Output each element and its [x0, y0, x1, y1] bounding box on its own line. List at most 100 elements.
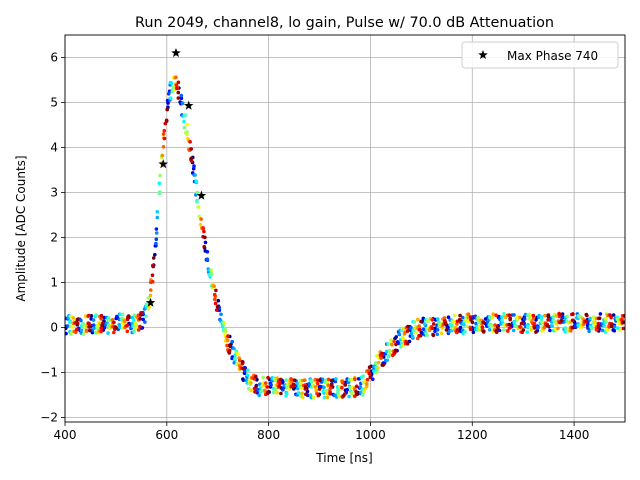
sample-point	[299, 386, 303, 391]
sample-point	[169, 81, 174, 85]
sample-point	[326, 383, 331, 388]
y-tick-label: 4	[50, 141, 58, 155]
sample-point	[195, 200, 199, 204]
sample-point	[143, 320, 147, 324]
sample-point	[75, 317, 80, 322]
sample-point	[102, 315, 107, 320]
sample-point	[91, 318, 96, 322]
sample-point	[235, 352, 240, 356]
sample-point	[605, 328, 610, 332]
sample-point	[546, 313, 551, 317]
sample-point	[612, 325, 617, 329]
sample-point	[132, 329, 136, 334]
x-tick-label: 400	[54, 428, 77, 442]
sample-point	[214, 308, 219, 312]
legend-star-icon	[478, 50, 488, 60]
sample-point	[393, 348, 398, 353]
sample-point	[176, 90, 181, 95]
sample-point	[347, 394, 351, 399]
sample-point	[481, 320, 486, 325]
sample-point	[345, 387, 350, 392]
sample-point	[490, 324, 495, 329]
sample-point	[223, 327, 227, 332]
sample-point	[386, 342, 390, 346]
sample-point	[144, 302, 149, 307]
sample-point	[86, 321, 91, 326]
sample-point	[600, 328, 605, 333]
sample-point	[100, 323, 104, 328]
sample-point	[230, 356, 234, 361]
sample-point	[232, 346, 236, 351]
sample-point	[112, 330, 116, 335]
sample-point	[212, 284, 216, 289]
sample-point	[502, 312, 506, 316]
legend-box	[461, 41, 619, 69]
sample-point	[464, 324, 469, 329]
sample-point	[157, 191, 162, 196]
sample-point	[146, 296, 151, 300]
sample-point	[550, 324, 555, 328]
sample-point	[322, 395, 327, 400]
sample-point	[556, 326, 560, 331]
sample-point	[522, 317, 527, 321]
sample-point	[199, 217, 203, 221]
sample-point	[385, 358, 390, 363]
sample-point	[94, 313, 98, 317]
sample-point	[384, 349, 389, 354]
sample-point	[106, 331, 110, 335]
sample-point	[326, 377, 331, 382]
sample-point	[621, 320, 625, 324]
sample-point	[65, 331, 68, 336]
sample-point	[340, 385, 344, 390]
sample-point	[588, 316, 592, 321]
sample-point	[125, 323, 129, 328]
sample-point	[139, 313, 143, 317]
sample-point	[482, 329, 486, 334]
sample-point	[166, 92, 171, 96]
sample-point	[114, 325, 118, 330]
sample-point	[609, 324, 614, 329]
sample-point	[180, 101, 185, 106]
sample-point	[227, 351, 232, 355]
sample-point	[621, 326, 625, 331]
sample-point	[198, 222, 203, 227]
sample-point	[213, 301, 218, 306]
sample-point	[361, 393, 365, 397]
sample-point	[225, 343, 229, 348]
sample-point	[439, 331, 444, 336]
sample-point	[392, 339, 396, 344]
sample-point	[474, 321, 478, 326]
sample-point	[354, 384, 359, 389]
sample-point	[102, 325, 107, 330]
sample-point	[433, 329, 437, 334]
sample-point	[604, 320, 608, 324]
sample-point	[67, 320, 72, 325]
sample-point	[266, 390, 271, 394]
sample-point	[176, 80, 181, 85]
sample-point	[284, 394, 288, 398]
sample-point	[170, 90, 174, 94]
legend-star	[478, 50, 488, 60]
sample-point	[336, 389, 340, 393]
sample-point	[532, 326, 537, 330]
sample-point	[189, 147, 193, 151]
sample-point	[189, 159, 194, 163]
sample-point	[81, 322, 86, 326]
sample-point	[426, 318, 430, 323]
sample-point	[118, 325, 122, 330]
sample-point	[387, 349, 392, 354]
sample-point	[379, 356, 383, 360]
sample-point	[546, 318, 550, 322]
sample-point	[254, 384, 258, 389]
sample-point	[604, 317, 608, 321]
sample-point	[99, 326, 103, 330]
sample-point	[321, 389, 326, 393]
sample-point	[151, 264, 155, 269]
sample-point	[455, 322, 459, 326]
sample-point	[565, 314, 570, 319]
y-axis-ticks: −2 −1 0 1 2 3 4 5 6	[40, 51, 65, 425]
sample-point	[284, 378, 288, 382]
y-tick-label: 1	[50, 276, 58, 290]
sample-point	[191, 166, 196, 171]
sample-point	[597, 316, 602, 321]
